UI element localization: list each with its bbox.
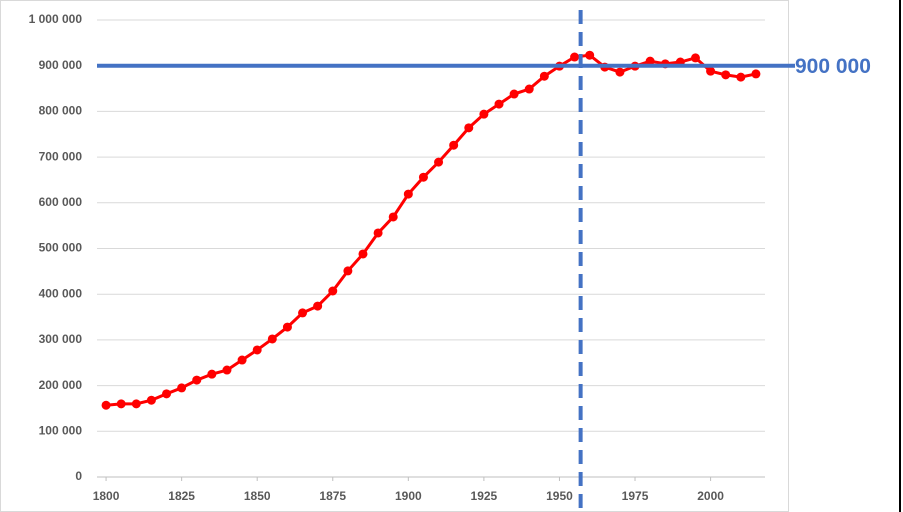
- y-tick-label: 100 000: [39, 423, 83, 437]
- y-tick-label: 200 000: [39, 378, 83, 392]
- chart-frame: [0, 0, 789, 512]
- data-point: [494, 99, 504, 109]
- x-tick-label: 1925: [471, 489, 498, 503]
- data-point: [615, 67, 625, 77]
- y-tick-label: 500 000: [39, 241, 83, 255]
- data-point: [252, 345, 262, 355]
- data-point: [313, 301, 323, 311]
- data-point: [539, 71, 549, 81]
- x-tick-label: 1850: [244, 489, 271, 503]
- data-point: [434, 157, 444, 167]
- y-tick-label: 900 000: [39, 58, 83, 72]
- data-point: [146, 395, 156, 405]
- data-point: [162, 389, 172, 399]
- data-point: [131, 399, 141, 409]
- x-tick-label: 1875: [319, 489, 346, 503]
- data-point: [298, 308, 308, 318]
- y-tick-label: 400 000: [39, 286, 83, 300]
- data-point: [418, 172, 428, 182]
- y-tick-label: 600 000: [39, 195, 83, 209]
- data-point: [721, 70, 731, 80]
- data-point: [222, 365, 232, 375]
- data-point: [192, 375, 202, 385]
- data-point: [177, 383, 187, 393]
- data-point: [343, 266, 353, 276]
- data-point: [585, 50, 595, 60]
- data-point: [328, 286, 338, 296]
- data-point: [101, 400, 111, 410]
- x-tick-label: 2000: [697, 489, 724, 503]
- data-point: [690, 53, 700, 63]
- y-tick-label: 300 000: [39, 332, 83, 346]
- data-point: [373, 228, 383, 238]
- data-point: [207, 369, 217, 379]
- y-tick-label: 0: [75, 469, 82, 483]
- x-tick-label: 1975: [622, 489, 649, 503]
- x-tick-label: 1900: [395, 489, 422, 503]
- data-point: [449, 140, 459, 150]
- y-tick-label: 800 000: [39, 104, 83, 118]
- x-tick-label: 1950: [546, 489, 573, 503]
- data-point: [282, 322, 292, 332]
- data-point: [267, 334, 277, 344]
- y-tick-label: 1 000 000: [29, 12, 83, 26]
- data-point: [116, 399, 126, 409]
- data-point: [237, 355, 247, 365]
- data-point: [706, 66, 716, 76]
- data-point: [570, 52, 580, 62]
- y-tick-label: 700 000: [39, 149, 83, 163]
- data-point: [479, 109, 489, 119]
- data-point: [509, 89, 519, 99]
- x-tick-label: 1800: [93, 489, 120, 503]
- reference-label: 900 000: [795, 55, 871, 78]
- data-point: [388, 212, 398, 222]
- data-point: [524, 84, 534, 94]
- data-point: [736, 72, 746, 82]
- data-point: [464, 123, 474, 133]
- x-tick-label: 1825: [168, 489, 195, 503]
- data-point: [751, 69, 761, 79]
- data-point: [645, 56, 655, 66]
- data-point: [403, 189, 413, 199]
- data-point: [358, 249, 368, 259]
